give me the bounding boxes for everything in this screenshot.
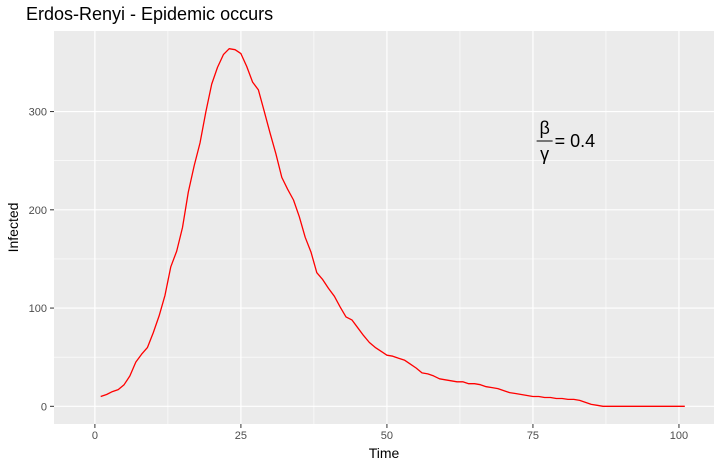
annotation-value: = 0.4 bbox=[555, 131, 596, 151]
minor-gridlines bbox=[54, 31, 714, 424]
axis-tick-labels: 0 25 50 75 100 0 100 200 300 bbox=[29, 107, 688, 442]
y-axis-title: Infected bbox=[5, 203, 21, 253]
x-tick-label: 50 bbox=[381, 430, 393, 442]
x-tick-label: 0 bbox=[92, 430, 98, 442]
plot-panel bbox=[54, 31, 714, 424]
x-tick-label: 75 bbox=[527, 430, 539, 442]
axis-ticks bbox=[50, 111, 680, 428]
y-tick-label: 300 bbox=[29, 107, 47, 119]
x-tick-label: 100 bbox=[670, 430, 688, 442]
ratio-annotation: β γ = 0.4 bbox=[536, 118, 596, 164]
y-tick-label: 200 bbox=[29, 205, 47, 217]
series-layer bbox=[100, 48, 685, 407]
major-gridlines bbox=[54, 31, 714, 424]
infected-series-line bbox=[100, 48, 685, 407]
y-tick-label: 0 bbox=[41, 401, 47, 413]
y-tick-label: 100 bbox=[29, 303, 47, 315]
chart-title: Erdos-Renyi - Epidemic occurs bbox=[26, 4, 273, 24]
x-tick-label: 25 bbox=[235, 430, 247, 442]
annotation-numerator: β bbox=[539, 118, 549, 138]
annotation-denominator: γ bbox=[540, 144, 549, 164]
x-axis-title: Time bbox=[369, 445, 400, 461]
